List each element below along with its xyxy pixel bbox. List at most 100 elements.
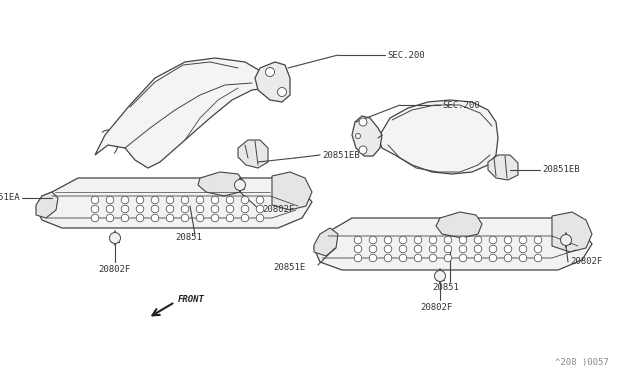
Circle shape xyxy=(489,254,497,262)
Circle shape xyxy=(196,196,204,204)
Polygon shape xyxy=(314,228,338,256)
Polygon shape xyxy=(36,178,312,228)
Circle shape xyxy=(444,245,452,253)
Circle shape xyxy=(241,205,249,213)
Circle shape xyxy=(474,245,482,253)
Polygon shape xyxy=(95,58,268,168)
Circle shape xyxy=(211,205,219,213)
Circle shape xyxy=(354,245,362,253)
Circle shape xyxy=(489,245,497,253)
Circle shape xyxy=(106,214,114,222)
Circle shape xyxy=(384,236,392,244)
Polygon shape xyxy=(352,116,382,156)
Circle shape xyxy=(435,270,445,282)
Circle shape xyxy=(519,245,527,253)
Polygon shape xyxy=(488,155,518,180)
Circle shape xyxy=(121,205,129,213)
Circle shape xyxy=(241,196,249,204)
Circle shape xyxy=(151,214,159,222)
Circle shape xyxy=(359,118,367,126)
Circle shape xyxy=(136,196,144,204)
Circle shape xyxy=(414,245,422,253)
Polygon shape xyxy=(238,140,268,168)
Text: 20851EB: 20851EB xyxy=(542,166,580,174)
Circle shape xyxy=(369,254,377,262)
Polygon shape xyxy=(436,212,482,238)
Text: 20802F: 20802F xyxy=(570,257,602,266)
Polygon shape xyxy=(255,62,290,102)
Circle shape xyxy=(561,234,572,246)
Circle shape xyxy=(211,214,219,222)
Circle shape xyxy=(234,180,246,190)
Circle shape xyxy=(489,236,497,244)
Text: 20851EA: 20851EA xyxy=(0,193,20,202)
Circle shape xyxy=(106,196,114,204)
Polygon shape xyxy=(36,192,58,218)
Polygon shape xyxy=(198,172,244,196)
Circle shape xyxy=(92,205,99,213)
Text: FRONT: FRONT xyxy=(178,295,205,305)
Circle shape xyxy=(151,196,159,204)
Circle shape xyxy=(136,214,144,222)
Circle shape xyxy=(166,205,174,213)
Circle shape xyxy=(241,214,249,222)
Circle shape xyxy=(429,245,437,253)
Circle shape xyxy=(444,236,452,244)
Circle shape xyxy=(534,254,542,262)
Circle shape xyxy=(399,245,407,253)
Circle shape xyxy=(121,214,129,222)
Circle shape xyxy=(355,134,360,138)
Circle shape xyxy=(504,245,512,253)
Circle shape xyxy=(534,236,542,244)
Text: 20851E: 20851E xyxy=(274,263,306,273)
Text: 20851: 20851 xyxy=(175,232,202,241)
Text: 20851: 20851 xyxy=(432,282,459,292)
Circle shape xyxy=(460,245,467,253)
Text: ^208 )0057: ^208 )0057 xyxy=(555,357,609,366)
Polygon shape xyxy=(378,100,498,174)
Circle shape xyxy=(384,245,392,253)
Polygon shape xyxy=(272,172,312,210)
Circle shape xyxy=(196,214,204,222)
Circle shape xyxy=(121,196,129,204)
Circle shape xyxy=(196,205,204,213)
Circle shape xyxy=(414,236,422,244)
Circle shape xyxy=(354,254,362,262)
Circle shape xyxy=(226,205,234,213)
Text: 20802F: 20802F xyxy=(98,266,131,275)
Circle shape xyxy=(519,254,527,262)
Polygon shape xyxy=(552,212,592,252)
Circle shape xyxy=(429,254,437,262)
Circle shape xyxy=(211,196,219,204)
Circle shape xyxy=(444,254,452,262)
Circle shape xyxy=(504,254,512,262)
Circle shape xyxy=(166,214,174,222)
Circle shape xyxy=(92,214,99,222)
Text: 20802F: 20802F xyxy=(420,304,452,312)
Polygon shape xyxy=(314,218,592,270)
Text: 20851EB: 20851EB xyxy=(322,151,360,160)
Circle shape xyxy=(166,196,174,204)
Circle shape xyxy=(181,196,189,204)
Circle shape xyxy=(226,196,234,204)
Circle shape xyxy=(136,205,144,213)
Circle shape xyxy=(266,67,275,77)
Circle shape xyxy=(359,146,367,154)
Circle shape xyxy=(109,232,120,244)
Circle shape xyxy=(474,236,482,244)
Circle shape xyxy=(181,205,189,213)
Circle shape xyxy=(256,205,264,213)
Circle shape xyxy=(414,254,422,262)
Text: SEC.200: SEC.200 xyxy=(442,100,479,109)
Text: SEC.200: SEC.200 xyxy=(387,51,424,60)
Circle shape xyxy=(504,236,512,244)
Circle shape xyxy=(519,236,527,244)
Circle shape xyxy=(460,236,467,244)
Circle shape xyxy=(369,236,377,244)
Circle shape xyxy=(278,87,287,96)
Circle shape xyxy=(429,236,437,244)
Circle shape xyxy=(460,254,467,262)
Text: 20802F: 20802F xyxy=(262,205,294,215)
Circle shape xyxy=(534,245,542,253)
Circle shape xyxy=(226,214,234,222)
